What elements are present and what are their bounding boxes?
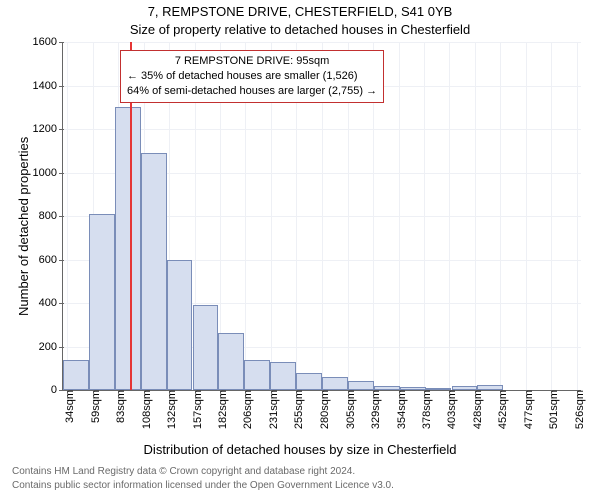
histogram-bar [193,305,219,390]
histogram-bar [348,381,374,390]
grid-line-vertical [475,42,476,390]
histogram-bar [141,153,167,390]
y-tick-label: 1600 [33,36,63,48]
histogram-bar [296,373,322,390]
x-tick-label: 83sqm [109,390,127,423]
y-tick-label: 1400 [33,80,63,92]
x-tick-label: 182sqm [211,390,229,429]
x-tick-label: 231sqm [262,390,280,429]
x-tick-label: 305sqm [339,390,357,429]
x-tick-label: 34sqm [58,390,76,423]
x-tick-label: 403sqm [440,390,458,429]
x-tick-label: 329sqm [364,390,382,429]
x-tick-label: 452sqm [491,390,509,429]
histogram-bar [477,385,503,390]
x-tick-label: 255sqm [287,390,305,429]
chart-title-line1: 7, REMPSTONE DRIVE, CHESTERFIELD, S41 0Y… [0,4,600,19]
y-tick-label: 1000 [33,167,63,179]
x-tick-label: 501sqm [542,390,560,429]
chart-title-line2: Size of property relative to detached ho… [0,22,600,37]
y-tick-label: 400 [39,297,63,309]
histogram-bar [270,362,296,390]
histogram-bar [63,360,89,390]
grid-line-vertical [551,42,552,390]
histogram-bar [167,260,193,391]
x-tick-label: 108sqm [135,390,153,429]
x-tick-label: 157sqm [186,390,204,429]
grid-line-vertical [449,42,450,390]
grid-line-vertical [67,42,68,390]
histogram-bar [374,386,400,390]
y-tick-label: 200 [39,341,63,353]
x-tick-label: 280sqm [313,390,331,429]
footer-line2: Contains public sector information licen… [12,480,394,491]
histogram-bar [322,377,348,390]
grid-line-vertical [424,42,425,390]
annotation-box: 7 REMPSTONE DRIVE: 95sqm← 35% of detache… [120,50,384,103]
grid-line-vertical [500,42,501,390]
x-tick-label: 378sqm [415,390,433,429]
histogram-bar [452,386,478,390]
x-tick-label: 428sqm [466,390,484,429]
y-tick-label: 800 [39,210,63,222]
footer-line1: Contains HM Land Registry data © Crown c… [12,466,355,477]
x-tick-label: 206sqm [236,390,254,429]
chart-container: 7, REMPSTONE DRIVE, CHESTERFIELD, S41 0Y… [0,0,600,500]
x-tick-label: 526sqm [568,390,586,429]
annotation-line3: 64% of semi-detached houses are larger (… [127,84,377,99]
histogram-bar [89,214,115,390]
x-tick-label: 477sqm [517,390,535,429]
histogram-bar [244,360,270,390]
grid-line-vertical [526,42,527,390]
y-axis-label: Number of detached properties [16,137,31,316]
histogram-bar [426,388,452,390]
x-tick-label: 354sqm [390,390,408,429]
x-tick-label: 59sqm [84,390,102,423]
x-axis-label: Distribution of detached houses by size … [0,442,600,457]
annotation-line1: 7 REMPSTONE DRIVE: 95sqm [127,54,377,69]
x-tick-label: 132sqm [160,390,178,429]
histogram-bar [115,107,141,390]
annotation-line2: ← 35% of detached houses are smaller (1,… [127,69,377,84]
histogram-bar [400,387,426,390]
histogram-bar [218,333,244,390]
grid-line-vertical [399,42,400,390]
y-tick-label: 1200 [33,123,63,135]
y-tick-label: 600 [39,254,63,266]
grid-line-vertical [577,42,578,390]
